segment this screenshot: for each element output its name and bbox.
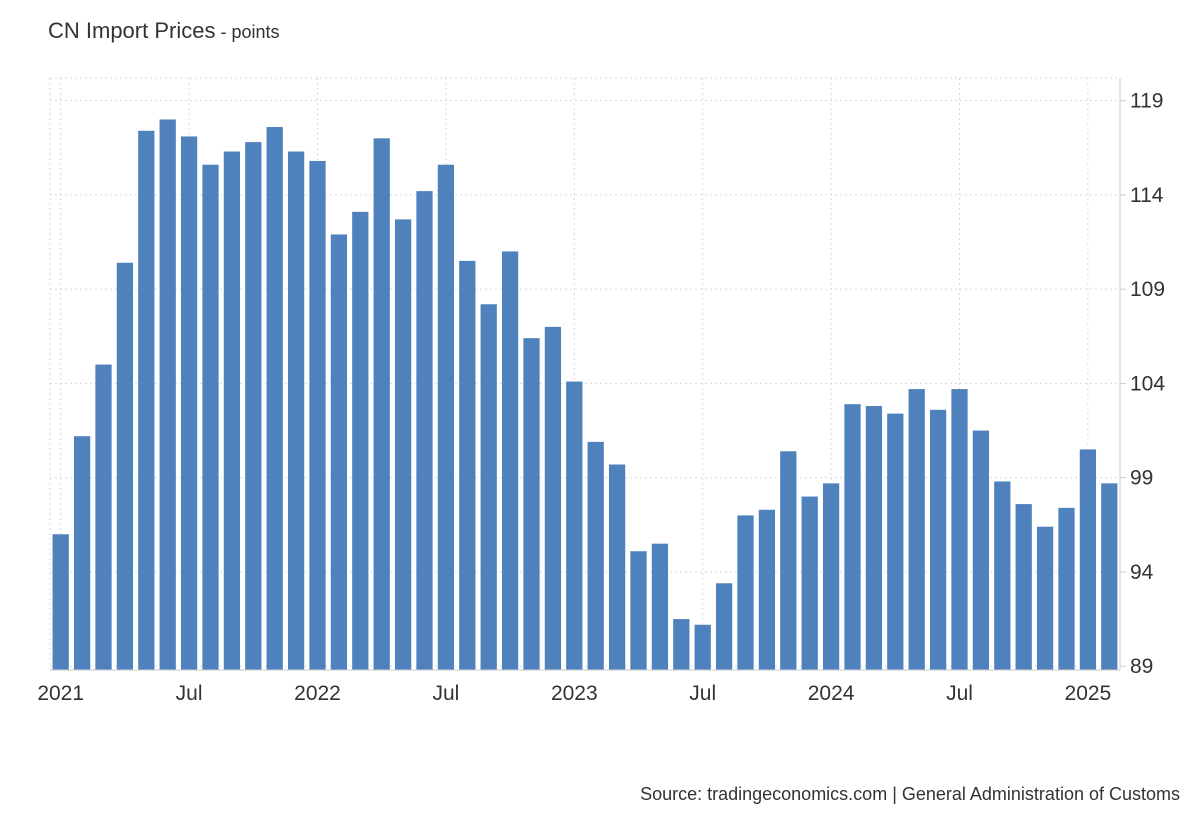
bar — [52, 534, 69, 670]
x-tick-label: Jul — [176, 682, 203, 705]
bar — [330, 234, 348, 670]
bar — [159, 119, 176, 670]
bar — [608, 464, 626, 670]
x-tick-label: 2023 — [551, 682, 598, 705]
y-tick-label: 109 — [1130, 278, 1165, 301]
bar — [651, 543, 669, 670]
bar — [309, 160, 326, 670]
bar — [737, 515, 754, 670]
bar — [437, 164, 455, 670]
x-tick-label: Jul — [432, 682, 459, 705]
bar — [73, 436, 91, 670]
bar-series — [52, 119, 1118, 671]
bar — [758, 509, 776, 670]
bar — [972, 430, 990, 670]
chart-unit: - points — [215, 22, 280, 42]
bar — [1079, 449, 1097, 670]
y-tick-label: 89 — [1130, 655, 1153, 678]
bar — [630, 551, 647, 670]
bar — [801, 496, 818, 670]
x-tick-label: 2024 — [808, 682, 855, 705]
x-tick-label: Jul — [689, 682, 716, 705]
bar — [202, 164, 219, 670]
bar — [844, 404, 861, 670]
bar — [1058, 507, 1075, 670]
bar — [865, 406, 883, 670]
bar — [95, 364, 112, 670]
chart-title: CN Import Prices - points — [48, 18, 280, 44]
bar — [459, 260, 476, 670]
bar — [352, 211, 369, 671]
bar — [994, 481, 1011, 670]
bar — [822, 483, 840, 670]
bar — [673, 619, 690, 670]
bar — [1036, 526, 1054, 670]
bar — [523, 338, 540, 670]
y-tick-label: 99 — [1130, 467, 1153, 490]
bar — [1015, 504, 1032, 670]
source-note: Source: tradingeconomics.com | General A… — [640, 784, 1180, 804]
bar — [887, 413, 904, 670]
bar — [373, 138, 390, 671]
bar-chart: 89 94 99 104 109 114 119 2021 Jul 2022 Jul 2023 Jul 2… — [37, 77, 1165, 705]
bar — [501, 251, 519, 671]
y-tick-label: 119 — [1130, 90, 1163, 113]
tick-labels: 89 94 99 104 109 114 119 2021 Jul 2022 Jul 2023 Jul 2… — [37, 90, 1165, 705]
bar — [180, 136, 198, 670]
x-tick-label: 2021 — [37, 682, 84, 705]
bar — [908, 389, 925, 670]
x-tick-label: Jul — [946, 682, 973, 705]
bar — [715, 583, 733, 670]
x-tick-label: 2022 — [294, 682, 341, 705]
x-tick-label: 2025 — [1065, 682, 1112, 705]
bar — [1101, 483, 1118, 670]
y-tick-label: 94 — [1130, 561, 1154, 584]
bar — [266, 127, 283, 671]
bar — [780, 451, 797, 670]
bar — [245, 142, 262, 670]
bar — [480, 304, 497, 670]
bar — [929, 409, 947, 670]
bar — [138, 130, 155, 671]
bar — [544, 326, 562, 670]
y-tick-label: 114 — [1130, 184, 1164, 207]
bar — [951, 389, 968, 670]
axes — [50, 78, 1126, 671]
bar — [416, 191, 433, 670]
bar — [223, 151, 241, 670]
bar — [287, 151, 305, 670]
bar — [587, 441, 604, 670]
bar — [566, 381, 583, 670]
bar — [394, 219, 412, 670]
bar — [116, 262, 134, 670]
y-tick-label: 104 — [1130, 372, 1165, 395]
chart-title-text: CN Import Prices — [48, 18, 216, 43]
bar — [694, 624, 711, 670]
